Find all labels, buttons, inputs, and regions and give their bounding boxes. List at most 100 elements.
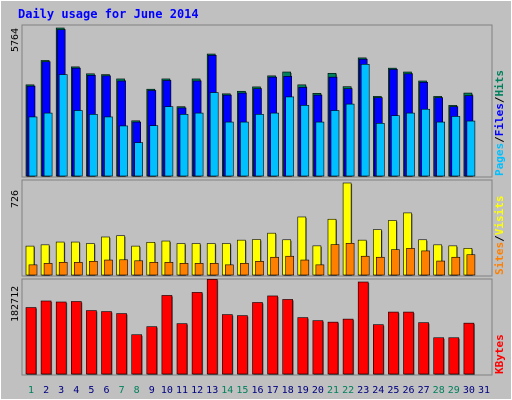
bar-pages-22 [345,103,355,177]
x-label-day-28: 28 [433,385,445,396]
bar-pages-12 [194,112,204,177]
bar-pages-21 [330,110,340,177]
bar-pages-29 [451,116,461,177]
x-label-day-10: 10 [161,385,173,396]
bar-sites-23 [360,255,370,276]
bar-kbytes-14 [222,314,233,375]
bar-pages-11 [179,114,189,177]
bar-kbytes-27 [418,322,429,375]
x-label-day-7: 7 [119,385,125,396]
x-label-day-8: 8 [134,385,140,396]
bar-sites-15 [240,263,249,276]
bar-kbytes-1 [25,307,37,375]
middle-bars [25,182,476,276]
x-label-day-29: 29 [448,385,460,396]
bar-sites-14 [225,264,234,276]
bar-sites-2 [43,263,53,276]
top-ylabel: Pages/Files/Hits [493,70,506,176]
bar-sites-24 [375,256,385,276]
bar-sites-17 [270,256,279,276]
bar-sites-1 [28,264,38,276]
bar-kbytes-20 [312,320,324,375]
top-ymax-label: 5764 [10,28,21,52]
bar-pages-4 [74,110,83,177]
bar-kbytes-28 [433,337,445,375]
bottom-panel: 182712 KBytes [10,278,506,376]
legend-kbytes: KBytes [493,334,506,374]
top-panel: 5764 Pages/Files/Hits [10,24,506,178]
bar-kbytes-15 [237,315,248,375]
bar-sites-8 [134,260,143,276]
bar-sites-16 [255,261,264,276]
middle-ylabel: Sites/Visits [493,196,506,276]
bar-kbytes-30 [463,322,475,375]
bar-kbytes-9 [146,326,158,375]
bar-kbytes-11 [176,323,188,375]
chart-title: Daily usage for June 2014 [18,7,199,21]
bottom-bars [25,279,475,375]
bar-kbytes-8 [131,334,142,375]
bar-pages-28 [436,121,446,177]
bar-pages-17 [270,112,279,177]
x-label-day-15: 15 [236,385,248,396]
bar-sites-19 [300,259,310,276]
bar-pages-23 [360,64,370,177]
x-label-day-19: 19 [297,385,309,396]
bar-sites-12 [194,263,204,276]
bar-sites-27 [421,250,430,276]
bar-pages-18 [285,96,295,177]
bar-sites-5 [89,261,98,276]
x-axis-labels: 1 2 3 4 5 6 7 8 9 10 11 12 13 14 15 16 17 18 19 20 21 22 23 24 2… [28,385,490,396]
bar-pages-25 [391,115,400,177]
bar-kbytes-29 [448,337,460,375]
bar-pages-15 [240,121,249,177]
svg-text:Pages/Files/Hits: Pages/Files/Hits [493,70,506,176]
bar-kbytes-16 [252,302,263,375]
x-label-day-31: 31 [478,385,490,396]
bar-kbytes-13 [206,279,218,375]
x-label-day-24: 24 [372,385,384,396]
bar-pages-24 [375,123,385,177]
x-label-day-2: 2 [43,385,49,396]
bar-sites-18 [285,255,295,276]
x-label-day-11: 11 [176,385,188,396]
bar-kbytes-6 [101,311,112,375]
bottom-ylabel: KBytes [493,334,506,374]
x-label-day-3: 3 [58,385,64,396]
legend-sites: Sites [493,242,506,275]
x-label-day-1: 1 [28,385,34,396]
bar-pages-3 [58,74,68,177]
bar-pages-9 [149,125,159,177]
x-label-day-4: 4 [73,385,79,396]
x-label-day-12: 12 [191,385,203,396]
bar-sites-21 [330,244,340,276]
bar-sites-10 [164,262,174,276]
bar-sites-13 [209,263,219,276]
middle-panel: 726 Sites/Visits [10,179,506,277]
bar-pages-2 [43,112,53,177]
bar-kbytes-7 [116,313,127,375]
bar-sites-11 [179,263,189,276]
svg-text:Sites/Visits: Sites/Visits [493,196,506,276]
top-bars [25,27,476,178]
legend-sep-1: / [493,136,506,143]
bar-kbytes-23 [357,281,369,375]
legend-visits: Visits [493,196,506,236]
bar-sites-28 [436,260,446,276]
bar-kbytes-10 [161,295,173,375]
x-label-day-23: 23 [357,385,369,396]
bar-sites-26 [406,248,415,276]
bar-pages-10 [164,106,174,177]
bar-sites-4 [74,262,83,276]
bar-pages-14 [225,121,234,177]
bar-pages-7 [119,125,128,177]
bar-pages-27 [421,108,430,177]
x-label-day-14: 14 [221,385,233,396]
x-label-day-20: 20 [312,385,324,396]
x-label-day-22: 22 [342,385,354,396]
bar-pages-8 [134,142,143,177]
bar-kbytes-2 [40,300,52,375]
x-label-day-9: 9 [149,385,155,396]
bar-pages-30 [466,120,476,177]
bar-sites-30 [466,254,476,276]
